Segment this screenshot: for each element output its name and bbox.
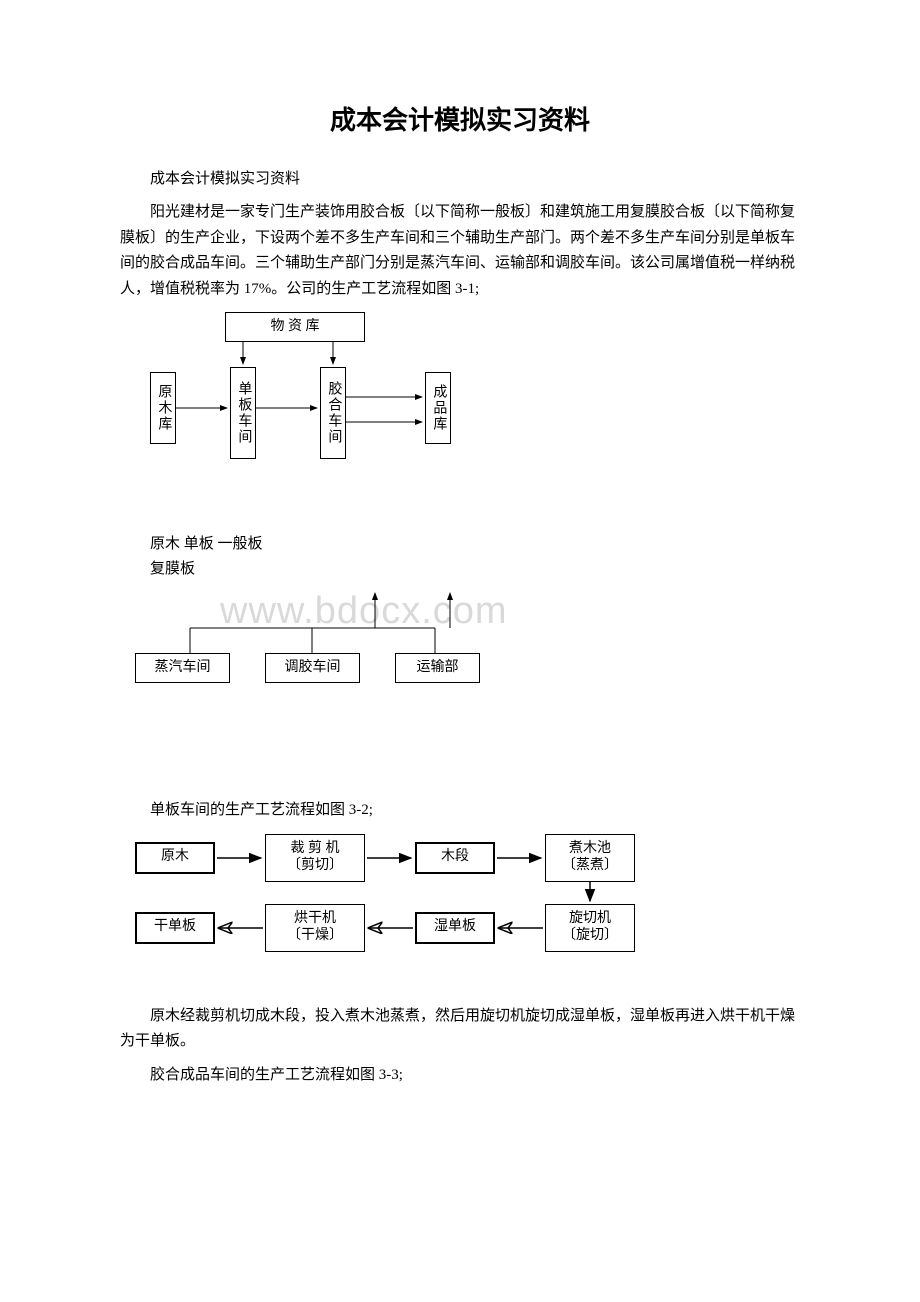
diagram-1: 物 资 库 原木库 单板车间 胶合车间 成品库 [130,312,800,472]
diagram-1-arrows [130,312,490,482]
subtitle: 成本会计模拟实习资料 [120,167,800,188]
section-2-intro: 单板车间的生产工艺流程如图 3-2; [120,798,800,824]
diagram-3: 原木 裁 剪 机 〔剪切〕 木段 煮木池 〔蒸煮〕 干单板 烘干机 〔干燥〕 湿… [130,834,800,984]
legend-line-1: 原木 单板 一般板 [120,532,800,553]
diagram-2-arrows [130,588,510,698]
page-title: 成本会计模拟实习资料 [120,100,800,137]
para-2: 原木经裁剪机切成木段，投入煮木池蒸煮，然后用旋切机旋切成湿单板，湿单板再进入烘干… [120,1004,800,1055]
section-3-intro: 胶合成品车间的生产工艺流程如图 3-3; [120,1063,800,1089]
diagram-3-arrows [130,834,660,984]
legend-line-2: 复膜板 [120,557,800,578]
diagram-2: 蒸汽车间 调胶车间 运输部 [130,588,800,698]
intro-paragraph: 阳光建材是一家专门生产装饰用胶合板〔以下简称一般板〕和建筑施工用复膜胶合板〔以下… [120,200,800,302]
